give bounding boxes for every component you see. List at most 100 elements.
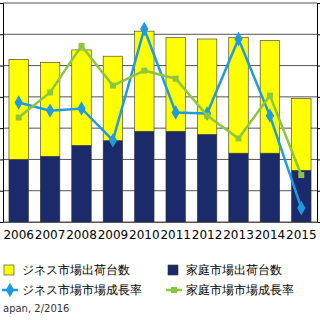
y-tick (0, 128, 3, 129)
y-tick-mark (0, 159, 3, 160)
bar (9, 59, 28, 159)
y2-tick (317, 159, 320, 160)
grid-line (3, 3, 317, 4)
legend-label: ジネス市場出荷台数 (22, 263, 130, 277)
legend-marker (6, 283, 14, 297)
x-tick: 2012 (192, 228, 223, 242)
y2-tick-mark (317, 97, 320, 98)
y-tick-mark (0, 34, 3, 35)
chart: 2006200720082009201020112012201320142015… (0, 0, 320, 320)
y2-tick-mark (317, 191, 320, 192)
x-tick: 2009 (98, 228, 129, 242)
bar (40, 156, 59, 222)
marker (236, 135, 242, 141)
line (19, 29, 302, 208)
y2-tick (317, 97, 320, 98)
bar (260, 153, 279, 222)
marker (173, 76, 179, 82)
legend: ジネス市場出荷台数 家庭市場出荷台数ジネス市場市場成長率 家庭市場市場成長率 (2, 263, 294, 297)
marker (172, 105, 180, 119)
marker (140, 22, 148, 36)
marker (109, 133, 117, 147)
y2-tick-mark (317, 3, 320, 4)
legend-swatch (168, 265, 178, 275)
legend-label: 家庭市場出荷台数 (186, 263, 282, 277)
bar (72, 145, 91, 222)
y2-tick (317, 34, 320, 35)
line-series (15, 22, 306, 215)
legend-item: ジネス市場市場成長率 (2, 283, 142, 297)
legend-item: 家庭市場出荷台数 (168, 263, 282, 277)
marker (46, 103, 54, 117)
x-tick: 2007 (35, 228, 66, 242)
bar (292, 170, 311, 222)
y2-tick-mark (317, 159, 320, 160)
marker (234, 32, 242, 46)
y-tick-mark (0, 97, 3, 98)
y-tick-mark (0, 128, 3, 129)
bar (72, 50, 91, 145)
grid (3, 3, 317, 222)
y-tick-mark (0, 3, 3, 4)
y-tick (0, 222, 3, 223)
y-tick (0, 3, 3, 4)
legend-item: ジネス市場出荷台数 (4, 263, 130, 277)
y-tick (0, 34, 3, 35)
marker (266, 108, 274, 122)
marker (204, 113, 210, 119)
y-tick (0, 97, 3, 98)
bar (229, 153, 248, 222)
y2-axis (317, 4, 320, 223)
line-series (16, 43, 305, 178)
x-tick: 2015 (286, 228, 317, 242)
marker (77, 101, 85, 115)
legend-marker (171, 287, 177, 293)
y-tick-mark (0, 191, 3, 192)
marker (298, 172, 304, 178)
y2-tick (317, 191, 320, 192)
y2-tick-mark (317, 34, 320, 35)
marker (79, 43, 85, 49)
marker (203, 106, 211, 120)
x-tick-label: 2011 (160, 228, 191, 242)
legend-label: ジネス市場市場成長率 (22, 283, 142, 297)
y-tick-mark (0, 222, 3, 223)
legend-item: 家庭市場市場成長率 (166, 283, 294, 297)
y2-tick-mark (317, 66, 320, 67)
y2-tick-mark (317, 128, 320, 129)
x-tick-label: 2008 (66, 228, 97, 242)
x-tick-label: 2007 (35, 228, 66, 242)
legend-label: 家庭市場市場成長率 (186, 283, 294, 297)
legend-swatch (4, 265, 14, 275)
x-tick-label: 2014 (255, 228, 286, 242)
y2-tick (317, 3, 320, 4)
marker (267, 93, 273, 99)
x-tick-label: 2013 (223, 228, 254, 242)
y2-tick (317, 66, 320, 67)
bar (103, 56, 122, 140)
x-tick-label: 2006 (3, 228, 34, 242)
bar (135, 131, 154, 222)
x-tick: 2011 (160, 228, 191, 242)
marker (16, 115, 22, 121)
bar (166, 131, 185, 222)
marker (297, 201, 305, 215)
x-tick-label: 2012 (192, 228, 223, 242)
marker (110, 83, 116, 89)
y-tick (0, 66, 3, 67)
x-tick-label: 2010 (129, 228, 160, 242)
marker (141, 68, 147, 74)
x-axis: 2006200720082009201020112012201320142015 (3, 223, 317, 242)
bar (103, 141, 122, 222)
bar (9, 159, 28, 222)
y-axis-line (0, 4, 4, 223)
y2-axis-line (318, 4, 320, 223)
x-tick: 2006 (3, 228, 34, 242)
x-tick-label: 2009 (98, 228, 129, 242)
y2-tick (317, 128, 320, 129)
x-axis-line (4, 222, 318, 223)
bar (197, 134, 216, 222)
marker (15, 95, 23, 109)
source-note: apan, 2/2016 (3, 303, 69, 314)
y-axis (0, 4, 4, 223)
